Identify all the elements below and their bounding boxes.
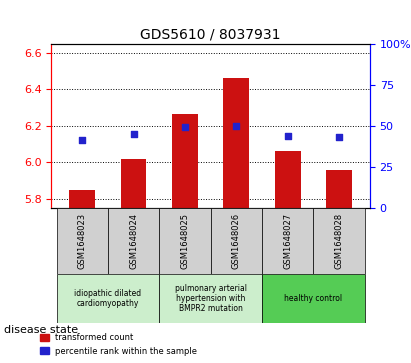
Title: GDS5610 / 8037931: GDS5610 / 8037931 — [141, 27, 281, 41]
FancyBboxPatch shape — [211, 208, 262, 274]
FancyBboxPatch shape — [262, 274, 365, 323]
Point — [182, 124, 188, 130]
Text: GSM1648026: GSM1648026 — [232, 213, 241, 269]
Point — [284, 133, 291, 139]
Point — [130, 131, 137, 137]
FancyBboxPatch shape — [57, 274, 159, 323]
Text: GSM1648027: GSM1648027 — [283, 213, 292, 269]
FancyBboxPatch shape — [262, 208, 313, 274]
Point — [79, 138, 85, 143]
Text: idiopathic dilated
cardiomyopathy: idiopathic dilated cardiomyopathy — [74, 289, 141, 308]
Legend: transformed count, percentile rank within the sample: transformed count, percentile rank withi… — [37, 330, 201, 359]
FancyBboxPatch shape — [159, 274, 262, 323]
Text: GSM1648025: GSM1648025 — [180, 213, 189, 269]
Text: healthy control: healthy control — [284, 294, 342, 303]
FancyBboxPatch shape — [159, 208, 211, 274]
Bar — [69, 190, 95, 208]
FancyBboxPatch shape — [57, 208, 108, 274]
Bar — [275, 151, 300, 208]
Bar — [326, 170, 352, 208]
Bar — [224, 78, 249, 208]
Text: GSM1648023: GSM1648023 — [78, 213, 87, 269]
Text: pulmonary arterial
hypertension with
BMPR2 mutation: pulmonary arterial hypertension with BMP… — [175, 284, 247, 313]
Point — [233, 123, 240, 129]
Bar — [121, 159, 146, 208]
FancyBboxPatch shape — [108, 208, 159, 274]
Text: GSM1648024: GSM1648024 — [129, 213, 138, 269]
Text: GSM1648028: GSM1648028 — [335, 213, 344, 269]
Text: disease state: disease state — [4, 325, 78, 335]
Point — [336, 134, 342, 140]
FancyBboxPatch shape — [313, 208, 365, 274]
Bar — [172, 114, 198, 208]
